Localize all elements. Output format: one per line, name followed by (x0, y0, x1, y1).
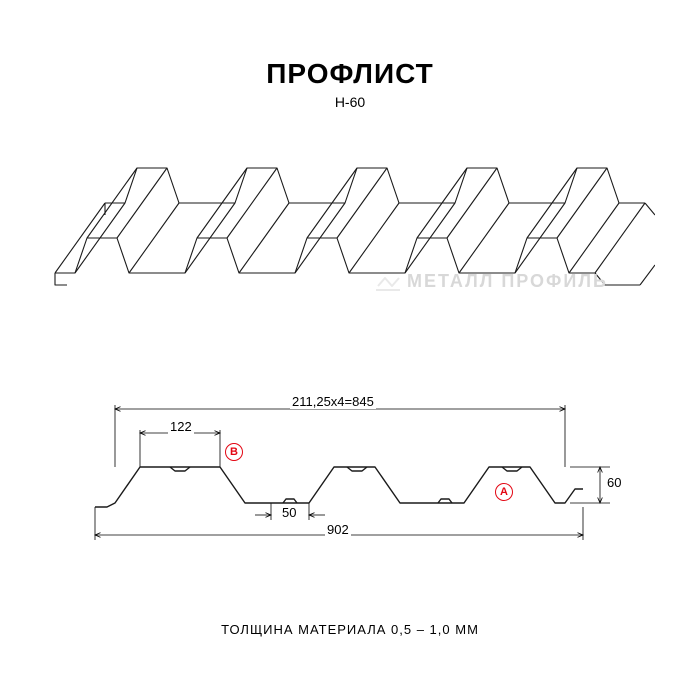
technical-cross-section: 211,25x4=845 122 50 902 60 B A (75, 395, 625, 550)
material-thickness-note: ТОЛЩИНА МАТЕРИАЛА 0,5 – 1,0 ММ (0, 622, 700, 637)
dim-overall-width: 902 (325, 522, 351, 537)
dim-height: 60 (605, 475, 623, 490)
page-subtitle: Н-60 (0, 94, 700, 110)
dim-bottom-segment: 50 (280, 505, 298, 520)
watermark-logo: МЕТАЛЛ ПРОФИЛЬ (375, 270, 608, 292)
isometric-profile-view (45, 155, 655, 320)
marker-a: A (495, 483, 513, 501)
dim-top-segment: 122 (168, 419, 194, 434)
watermark-text: МЕТАЛЛ ПРОФИЛЬ (407, 271, 608, 292)
watermark-icon (375, 270, 401, 292)
page-title: ПРОФЛИСТ (0, 58, 700, 90)
marker-b: B (225, 443, 243, 461)
dim-pitch-formula: 211,25x4=845 (290, 394, 376, 409)
